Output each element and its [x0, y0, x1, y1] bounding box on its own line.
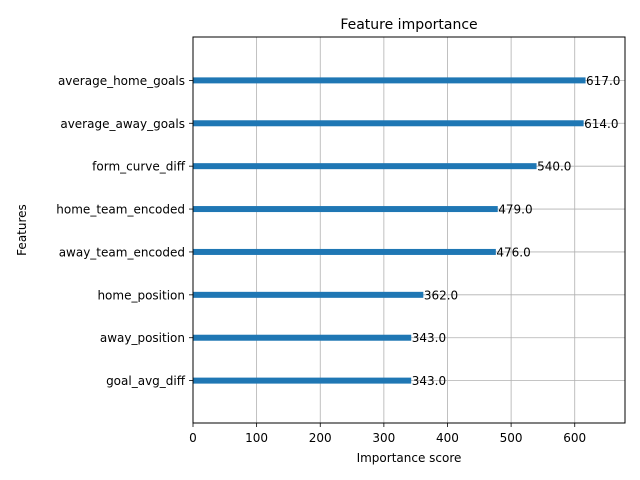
bar-average_away_goals — [193, 120, 584, 127]
value-label-away_position: 343.0 — [412, 331, 446, 345]
bar-away_position — [193, 334, 412, 341]
y-tick-label-average_home_goals: average_home_goals — [58, 74, 185, 88]
bar-home_position — [193, 291, 424, 298]
plot-frame — [192, 36, 626, 424]
y-tick-label-home_position: home_position — [97, 288, 185, 302]
value-label-average_home_goals: 617.0 — [586, 74, 620, 88]
bar-away_team_encoded — [193, 248, 496, 255]
grid-lines — [192, 37, 625, 423]
y-tick-label-away_position: away_position — [100, 331, 185, 345]
bar-home_team_encoded — [193, 206, 498, 213]
y-axis-ticks: average_home_goals average_away_goalsform… — [56, 74, 193, 388]
value-label-home_team_encoded: 479.0 — [498, 203, 532, 217]
y-tick-label-average_away_goals: average_away_goals — [60, 117, 185, 131]
bars-group — [193, 77, 586, 384]
x-tick-label: 300 — [372, 431, 395, 445]
bar-average_home_goals — [193, 77, 586, 84]
value-label-average_away_goals: 614.0 — [584, 117, 618, 131]
bar-goal_avg_diff — [193, 377, 412, 384]
value-label-form_curve_diff: 540.0 — [537, 160, 571, 174]
x-axis-ticks: 0 100 200 300 400 500 600 — [189, 423, 586, 445]
y-tick-label-home_team_encoded: home_team_encoded — [56, 203, 185, 217]
x-tick-label: 100 — [245, 431, 268, 445]
bar-form_curve_diff — [193, 163, 537, 170]
x-tick-label: 600 — [563, 431, 586, 445]
x-axis-label: Importance score — [357, 451, 462, 465]
value-label-away_team_encoded: 476.0 — [496, 245, 530, 259]
x-tick-label: 200 — [309, 431, 332, 445]
y-tick-label-goal_avg_diff: goal_avg_diff — [106, 374, 186, 388]
value-label-home_position: 362.0 — [424, 288, 458, 302]
x-tick-label: 500 — [500, 431, 523, 445]
value-labels-group: 617.0 614.0 540.0 479.0 476.0 362.0 343.0 343.0 — [412, 74, 621, 388]
y-tick-label-away_team_encoded: away_team_encoded — [59, 245, 185, 259]
value-label-goal_avg_diff: 343.0 — [412, 374, 446, 388]
x-tick-label: 0 — [189, 431, 197, 445]
chart-title: Feature importance — [340, 17, 477, 33]
y-tick-label-form_curve_diff: form_curve_diff — [92, 160, 186, 174]
y-axis-label: Features — [15, 204, 29, 256]
x-tick-label: 400 — [436, 431, 459, 445]
